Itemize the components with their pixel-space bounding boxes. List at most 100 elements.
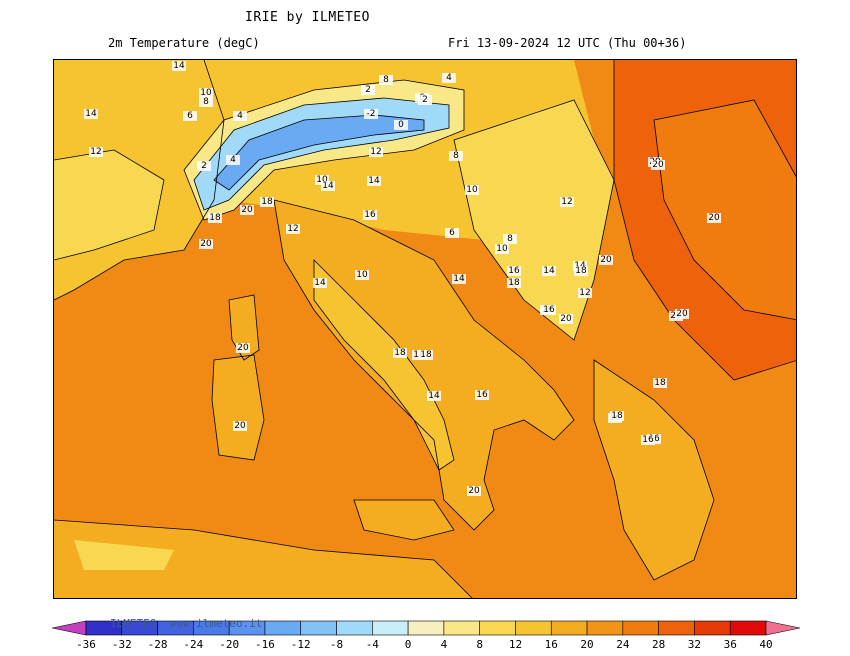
contour-label: 14 <box>453 274 465 284</box>
contour-label: 14 <box>368 176 380 186</box>
contour-label-bg <box>641 435 655 445</box>
contour-label: 14 <box>314 278 326 288</box>
contour-label-bg <box>394 120 408 130</box>
contour-label-bg <box>89 147 103 157</box>
italy-peninsula <box>274 200 574 530</box>
contour-label: 4 <box>446 73 452 83</box>
contour-label: 10 <box>316 175 328 185</box>
colorbar-tick-label: 8 <box>476 638 483 651</box>
contour-label-bg <box>449 151 463 161</box>
colorbar-cell <box>729 620 767 636</box>
colorbar-tick-label: -24 <box>183 638 204 651</box>
contour-labels: 141086482642-201412421281014141820181610… <box>84 61 721 496</box>
colorbar <box>52 620 801 636</box>
contour-label: 20 <box>200 239 212 249</box>
colorbar-tick-label: 0 <box>404 638 412 651</box>
contour-label-bg <box>507 278 521 288</box>
contour-label: 16 <box>642 435 654 445</box>
colorbar-tick-label: 4 <box>440 638 448 651</box>
contour-label: 18 <box>261 197 273 207</box>
contour-label: 0 <box>398 120 404 130</box>
colorbar-tick-label: 12 <box>508 638 523 651</box>
contour-label: 6 <box>187 111 193 121</box>
contour-label-bg <box>610 411 624 421</box>
colorbar-cell <box>658 620 695 636</box>
contour-label-bg <box>707 213 721 223</box>
contour-label: 14 <box>543 266 555 276</box>
contour-label-bg <box>427 391 441 401</box>
contour-label-bg <box>503 234 517 244</box>
contour-label-bg <box>653 378 667 388</box>
colorbar-tick-label: -36 <box>76 638 96 651</box>
contour-label-bg <box>226 155 240 165</box>
contour-label: 8 <box>453 151 459 161</box>
contour-label-bg <box>84 109 98 119</box>
contour-label: 18 <box>394 348 406 358</box>
contour-label: 16 <box>508 266 520 276</box>
contour-label: 8 <box>383 75 389 85</box>
contour-label: 10 <box>200 88 212 98</box>
contour-label: -2 <box>367 109 376 119</box>
contour-label: 20 <box>676 309 688 319</box>
contour-label: 16 <box>476 390 488 400</box>
contour-label: 12 <box>579 288 590 298</box>
contour-label: 18 <box>508 278 520 288</box>
contour-label: 14 <box>173 61 185 71</box>
colorbar-tick-label: -20 <box>219 638 240 651</box>
france-inner <box>54 150 164 260</box>
contour-label-bg <box>313 278 327 288</box>
contour-label: 20 <box>468 486 480 496</box>
map-title: IRIE by ILMETEO <box>245 10 370 25</box>
colorbar-over-arrow <box>765 620 801 636</box>
contour-label: 4 <box>230 155 236 165</box>
contour-label: 2 <box>365 85 371 95</box>
contour-label-bg <box>197 161 211 171</box>
contour-lines <box>54 60 796 598</box>
colorbar-tick-label: 16 <box>544 638 558 651</box>
contour-label: 14 <box>322 181 334 191</box>
colorbar-tick-label: -16 <box>255 638 275 651</box>
colorbar-ticks: -36 -32 -28 -24 -20 -16 -12 -8 -4 0 4 8 12 16 20 24 28 32… <box>52 638 800 652</box>
contour-label-bg <box>542 305 556 315</box>
contour-label: 10 <box>356 270 368 280</box>
colorbar-cell <box>515 620 552 636</box>
contour-label-bg <box>675 309 689 319</box>
contour-label: 20 <box>241 205 253 215</box>
sardinia <box>212 355 264 460</box>
colorbar-cell <box>443 620 480 636</box>
colorbar-tick-label: 20 <box>580 638 594 651</box>
contour-label: 10 <box>496 244 508 254</box>
contour-label: 12 <box>90 147 101 157</box>
sicily <box>354 500 454 540</box>
colorbar-cell <box>479 620 516 636</box>
colorbar-tick-label: -4 <box>365 638 379 651</box>
contour-label: 16 <box>543 305 555 315</box>
contour-label-bg <box>445 228 459 238</box>
contour-label: 16 <box>364 210 376 220</box>
contour-label-bg <box>233 111 247 121</box>
contour-label: 6 <box>449 228 455 238</box>
contour-label-bg <box>233 421 247 431</box>
contour-label: 20 <box>600 255 612 265</box>
colorbar-cell <box>300 620 337 636</box>
contour-label-bg <box>495 244 509 254</box>
contour-label: 18 <box>654 378 666 388</box>
contour-label-bg <box>418 95 432 105</box>
contour-label-bg <box>379 75 393 85</box>
contour-label: 14 <box>428 391 440 401</box>
contour-label: 20 <box>560 314 572 324</box>
contour-label: 12 <box>287 224 298 234</box>
contour-label-bg <box>467 486 481 496</box>
apennines <box>314 260 454 470</box>
contour-label-bg <box>183 111 197 121</box>
colorbar-tick-label: 40 <box>759 638 773 651</box>
colorbar-cell <box>336 620 373 636</box>
contour-label-bg <box>172 61 186 71</box>
contour-label-bg <box>475 390 489 400</box>
contour-label: 20 <box>237 343 249 353</box>
contour-label-bg <box>364 109 378 119</box>
contour-label: 12 <box>561 197 572 207</box>
contour-label-bg <box>199 88 213 98</box>
colorbar-cell <box>264 620 302 636</box>
contour-label-bg <box>442 73 456 83</box>
